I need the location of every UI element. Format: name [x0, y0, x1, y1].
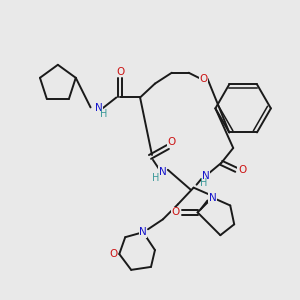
Text: H: H	[100, 109, 107, 119]
Text: O: O	[238, 165, 246, 175]
Text: N: N	[139, 227, 147, 237]
Text: H: H	[200, 178, 207, 188]
Text: H: H	[152, 173, 160, 183]
Text: N: N	[94, 103, 102, 113]
Text: O: O	[200, 74, 208, 84]
Text: O: O	[116, 67, 124, 77]
Text: N: N	[202, 171, 209, 181]
Text: N: N	[208, 193, 216, 202]
Text: O: O	[168, 137, 176, 147]
Text: O: O	[109, 249, 118, 259]
Text: N: N	[159, 167, 167, 177]
Text: O: O	[172, 207, 180, 218]
